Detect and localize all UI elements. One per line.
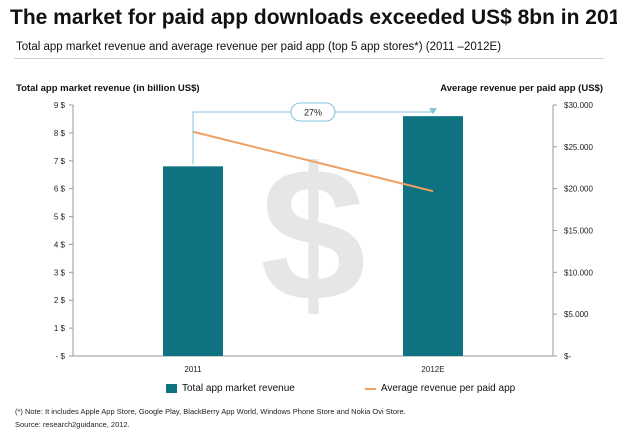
left-axis-tick-label: 5 $	[54, 213, 66, 222]
right-axis-title: Average revenue per paid app (US$)	[440, 83, 603, 94]
left-axis-title: Total app market revenue (in billion US$…	[16, 83, 200, 94]
legend-line-swatch	[364, 387, 376, 390]
growth-badge	[290, 102, 336, 122]
left-axis-tick-label: 3 $	[54, 268, 66, 277]
right-axis-tick-label: $-	[564, 352, 571, 361]
left-axis-tick-label: 2 $	[54, 296, 66, 305]
chart-subtitle: Total app market revenue and average rev…	[16, 41, 502, 53]
left-axis-tick-label: 7 $	[54, 157, 66, 166]
legend-line-label: Average revenue per paid app	[380, 383, 516, 394]
left-axis-tick-label: 4 $	[54, 240, 66, 249]
right-axis-tick-label: $5.000	[564, 310, 589, 319]
avg-revenue-line	[192, 130, 434, 193]
growth-label: 27%	[304, 108, 322, 118]
legend-bar-label: Total app market revenue	[182, 383, 295, 394]
left-axis-tick-label: 1 $	[54, 324, 66, 333]
x-axis-tick-label: 2012E	[421, 365, 444, 374]
left-axis-tick-label: 6 $	[54, 185, 66, 194]
right-axis-tick-label: $15.000	[564, 227, 593, 236]
source-note: Source: research2guidance, 2012.	[15, 420, 130, 429]
chart-legend: Total app market revenue Average revenue…	[166, 383, 515, 394]
revenue-bar	[403, 116, 463, 357]
right-axis-tick-label: $10.000	[564, 268, 593, 277]
revenue-bar	[163, 166, 223, 356]
right-axis-tick-label: $25.000	[564, 143, 593, 152]
chart-title: The market for paid app downloads exceed…	[10, 6, 617, 29]
right-axis-tick-label: $30.000	[564, 101, 593, 110]
subtitle-divider	[14, 58, 604, 59]
growth-arrowhead	[429, 108, 437, 115]
left-axis-tick-label: 8 $	[54, 129, 66, 138]
legend-bar-swatch	[166, 384, 177, 393]
left-axis-tick-label: - $	[56, 352, 66, 361]
left-axis-tick-label: 9 $	[54, 101, 66, 110]
footnote: (*) Note: It includes Apple App Store, G…	[15, 407, 406, 416]
right-axis-tick-label: $20.000	[564, 185, 593, 194]
x-axis-tick-label: 2011	[184, 365, 202, 374]
dollar-sign-icon: $	[260, 129, 366, 341]
